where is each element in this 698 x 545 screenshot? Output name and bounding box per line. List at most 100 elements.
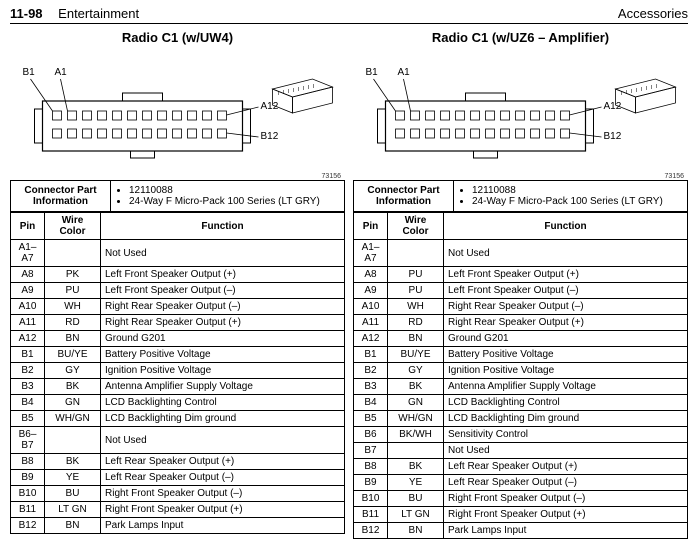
cell-function: Right Front Speaker Output (–): [444, 491, 688, 507]
cell-color: RD: [388, 315, 444, 331]
cell-function: Battery Positive Voltage: [101, 347, 345, 363]
cell-function: Ignition Positive Voltage: [101, 363, 345, 379]
part-desc: 24-Way F Micro-Pack 100 Series (LT GRY): [129, 196, 338, 207]
cell-color: GY: [388, 363, 444, 379]
cell-color: BU: [388, 491, 444, 507]
cell-function: Not Used: [101, 427, 345, 454]
cell-function: Right Rear Speaker Output (+): [101, 315, 345, 331]
cell-pin: B4: [354, 395, 388, 411]
cell-color: GN: [388, 395, 444, 411]
table-row: B4GNLCD Backlighting Control: [354, 395, 688, 411]
cell-color: [45, 240, 101, 267]
table-row: B12BNPark Lamps Input: [354, 523, 688, 539]
table-row: A12BNGround G201: [354, 331, 688, 347]
cell-color: BK: [388, 459, 444, 475]
cell-function: Antenna Amplifier Supply Voltage: [444, 379, 688, 395]
cell-function: LCD Backlighting Control: [444, 395, 688, 411]
svg-text:B12: B12: [604, 131, 622, 142]
cell-color: [45, 427, 101, 454]
panel-title: Radio C1 (w/UZ6 – Amplifier): [353, 30, 688, 45]
cell-function: Antenna Amplifier Supply Voltage: [101, 379, 345, 395]
cell-pin: B12: [11, 518, 45, 534]
cell-pin: A9: [354, 283, 388, 299]
table-row: B5WH/GNLCD Backlighting Dim ground: [354, 411, 688, 427]
table-row: A10WHRight Rear Speaker Output (–): [11, 299, 345, 315]
table-row: B8BKLeft Rear Speaker Output (+): [11, 454, 345, 470]
cell-color: BN: [45, 331, 101, 347]
column-header: Wire Color: [45, 213, 101, 240]
table-row: A8PKLeft Front Speaker Output (+): [11, 267, 345, 283]
cell-function: Park Lamps Input: [101, 518, 345, 534]
svg-text:B1: B1: [23, 67, 36, 78]
cell-function: Left Front Speaker Output (–): [101, 283, 345, 299]
cell-function: Ground G201: [444, 331, 688, 347]
cell-function: Not Used: [444, 240, 688, 267]
table-row: B4GNLCD Backlighting Control: [11, 395, 345, 411]
cell-color: [388, 443, 444, 459]
header: 11-98 Entertainment Accessories: [10, 6, 688, 24]
column-header: Function: [444, 213, 688, 240]
cell-pin: A1–A7: [11, 240, 45, 267]
table-row: B8BKLeft Rear Speaker Output (+): [354, 459, 688, 475]
cell-pin: B8: [354, 459, 388, 475]
cell-pin: B2: [354, 363, 388, 379]
cell-pin: A9: [11, 283, 45, 299]
cell-pin: A11: [11, 315, 45, 331]
table-row: A11RDRight Rear Speaker Output (+): [11, 315, 345, 331]
cell-pin: B8: [11, 454, 45, 470]
cell-color: WH: [45, 299, 101, 315]
info-details: 1211008824-Way F Micro-Pack 100 Series (…: [111, 181, 344, 211]
page: 11-98 Entertainment Accessories Radio C1…: [0, 0, 698, 545]
cell-pin: B9: [11, 470, 45, 486]
cell-function: Left Front Speaker Output (+): [444, 267, 688, 283]
table-row: B10BURight Front Speaker Output (–): [11, 486, 345, 502]
cell-function: Right Rear Speaker Output (–): [101, 299, 345, 315]
cell-pin: B3: [11, 379, 45, 395]
table-row: B7Not Used: [354, 443, 688, 459]
cell-function: Left Front Speaker Output (+): [101, 267, 345, 283]
cell-pin: A1–A7: [354, 240, 388, 267]
cell-color: GY: [45, 363, 101, 379]
part-desc: 24-Way F Micro-Pack 100 Series (LT GRY): [472, 196, 681, 207]
part-number: 12110088: [129, 185, 338, 196]
connector-diagram: B1A1A12B12: [10, 49, 345, 169]
cell-function: Left Rear Speaker Output (–): [101, 470, 345, 486]
table-row: A11RDRight Rear Speaker Output (+): [354, 315, 688, 331]
cell-color: BU: [45, 486, 101, 502]
table-row: B10BURight Front Speaker Output (–): [354, 491, 688, 507]
table-row: B11LT GNRight Front Speaker Output (+): [354, 507, 688, 523]
cell-color: PU: [388, 283, 444, 299]
svg-text:A1: A1: [55, 67, 68, 78]
cell-pin: B1: [11, 347, 45, 363]
cell-color: BN: [388, 331, 444, 347]
table-row: A1–A7Not Used: [11, 240, 345, 267]
table-row: B12BNPark Lamps Input: [11, 518, 345, 534]
table-row: A9PULeft Front Speaker Output (–): [354, 283, 688, 299]
cell-pin: B5: [354, 411, 388, 427]
cell-color: RD: [45, 315, 101, 331]
cell-color: WH/GN: [388, 411, 444, 427]
cell-pin: B10: [354, 491, 388, 507]
pinout-table: PinWire ColorFunctionA1–A7Not UsedA8PULe…: [353, 212, 688, 539]
cell-color: WH: [388, 299, 444, 315]
cell-pin: A12: [354, 331, 388, 347]
table-row: A12BNGround G201: [11, 331, 345, 347]
cell-pin: A10: [354, 299, 388, 315]
connector-info: Connector Part Information1211008824-Way…: [353, 180, 688, 212]
header-left: 11-98 Entertainment: [10, 6, 139, 21]
cell-function: Right Front Speaker Output (–): [101, 486, 345, 502]
cell-function: Left Rear Speaker Output (+): [101, 454, 345, 470]
cell-pin: B1: [354, 347, 388, 363]
cell-pin: A8: [11, 267, 45, 283]
svg-text:A1: A1: [398, 67, 411, 78]
column-header: Pin: [11, 213, 45, 240]
panels: Radio C1 (w/UW4)B1A1A12B1273156Connector…: [10, 28, 688, 539]
cell-pin: B3: [354, 379, 388, 395]
diagram-ref: 73156: [353, 173, 688, 180]
table-row: B2GYIgnition Positive Voltage: [354, 363, 688, 379]
cell-pin: B12: [354, 523, 388, 539]
cell-color: PK: [45, 267, 101, 283]
part-number: 12110088: [472, 185, 681, 196]
cell-function: Park Lamps Input: [444, 523, 688, 539]
table-row: B9YELeft Rear Speaker Output (–): [11, 470, 345, 486]
